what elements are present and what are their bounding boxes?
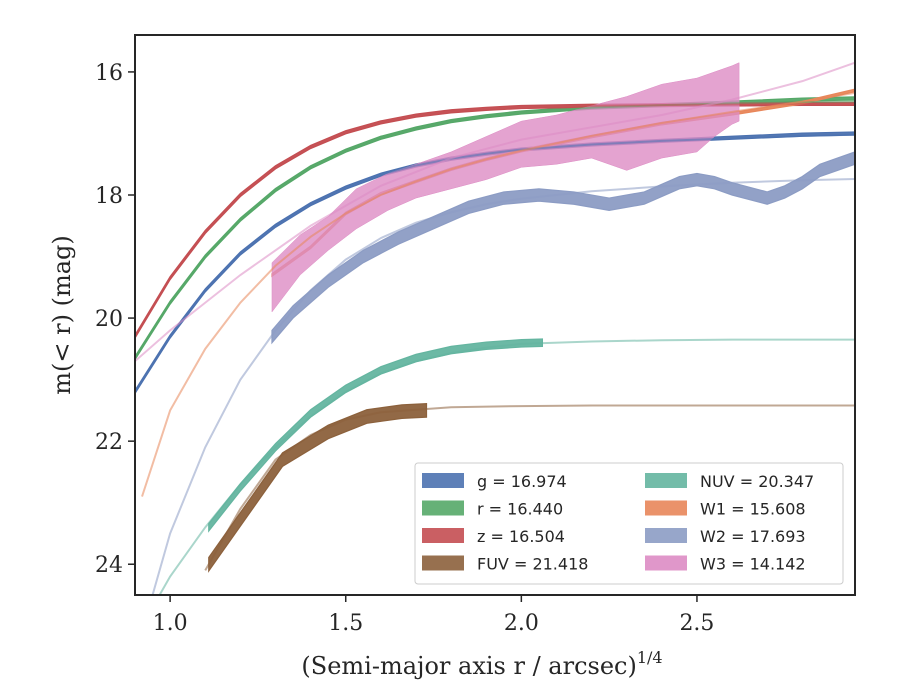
model-curve-z — [135, 102, 855, 338]
y-tick-label: 22 — [95, 430, 123, 455]
legend-swatch-fuv — [422, 555, 464, 571]
legend-label-r: r = 16.440 — [477, 500, 563, 519]
y-axis-label: m(< r) (mag) — [48, 235, 76, 394]
band-z — [135, 101, 855, 340]
y-tick-label: 18 — [95, 184, 123, 209]
legend-label-nuv: NUV = 20.347 — [700, 472, 814, 491]
legend-label-w3: W3 = 14.142 — [700, 555, 806, 574]
x-tick-label: 2.5 — [679, 611, 714, 636]
band-g — [135, 131, 855, 395]
legend-label-z: z = 16.504 — [477, 527, 565, 546]
legend-box — [414, 462, 844, 585]
x-tick-label: 2.0 — [504, 611, 539, 636]
plot-frame — [134, 34, 856, 596]
legend-swatch-g — [422, 473, 464, 488]
legend-label-fuv: FUV = 21.418 — [477, 555, 588, 574]
y-tick-label: 24 — [95, 553, 123, 578]
y-tick-label: 16 — [95, 61, 123, 86]
x-axis-label: (Semi-major axis r / arcsec)1/4 — [301, 648, 662, 680]
legend: g = 16.974 r = 16.440 z = 16.504 FUV = 21.4… — [414, 462, 844, 585]
series-bands — [135, 62, 855, 573]
y-axis-ticks: 16 18 20 22 24 — [95, 61, 135, 578]
legend-swatch-w3 — [645, 555, 687, 571]
x-tick-label: 1.5 — [328, 611, 363, 636]
model-curve-w3 — [135, 61, 855, 362]
band-fuv — [208, 402, 428, 573]
band-r — [135, 96, 855, 361]
legend-label-g: g = 16.974 — [477, 472, 567, 491]
x-axis-label-text: (Semi-major axis r / arcsec) — [301, 652, 636, 680]
model-curve-fuv — [204, 404, 855, 571]
legend-swatch-nuv — [645, 473, 687, 488]
legend-swatch-w1 — [645, 500, 687, 516]
legend-label-w2: W2 = 17.693 — [700, 527, 806, 546]
legend-swatch-r — [422, 500, 464, 516]
legend-swatch-w2 — [645, 528, 687, 543]
band-w2 — [271, 151, 855, 345]
model-curve-w2 — [151, 178, 855, 595]
series-models — [135, 61, 855, 595]
band-w3 — [271, 62, 740, 313]
y-tick-label: 20 — [95, 307, 123, 332]
model-curve-w1 — [141, 91, 855, 497]
x-axis-ticks: 1.0 1.5 2.0 2.5 — [153, 595, 714, 636]
x-axis-label-exponent: 1/4 — [637, 648, 663, 667]
x-tick-label: 1.0 — [153, 611, 188, 636]
legend-swatch-z — [422, 528, 464, 543]
model-curve-g — [135, 133, 855, 393]
model-curve-nuv — [158, 338, 855, 595]
legend-label-w1: W1 = 15.608 — [700, 500, 806, 519]
band-nuv — [208, 338, 544, 533]
